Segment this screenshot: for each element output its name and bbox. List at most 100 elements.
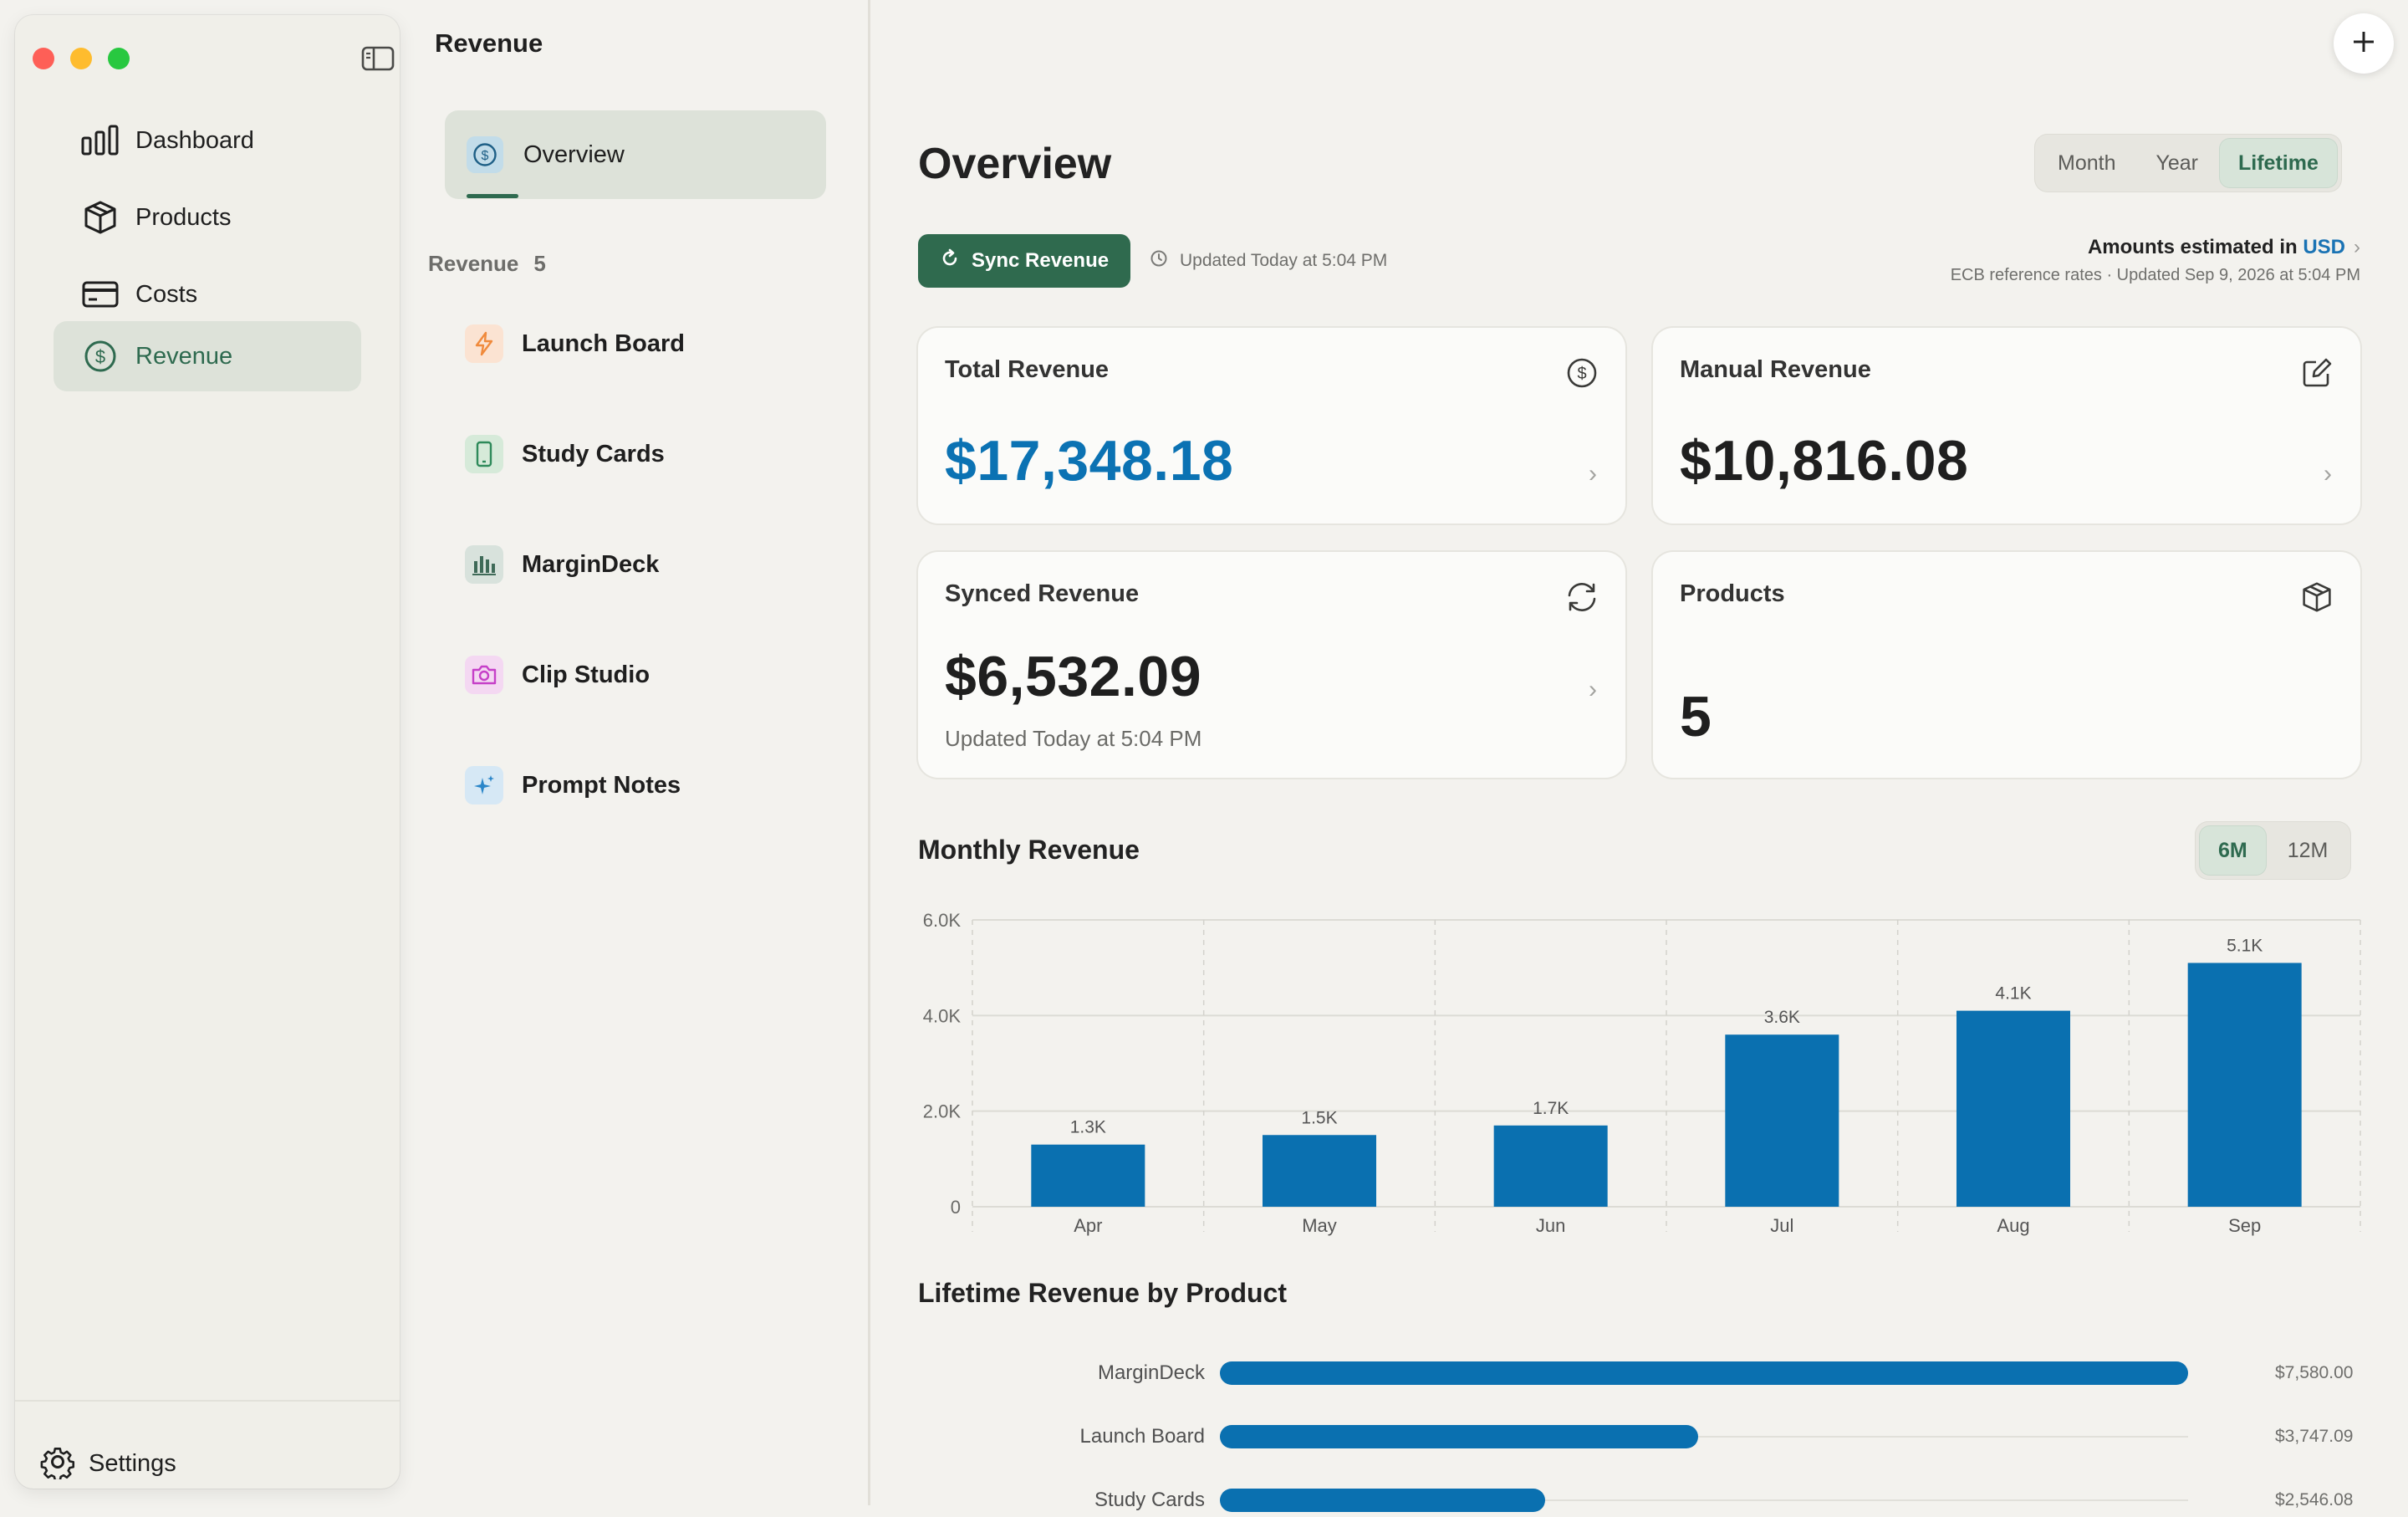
dollar-circle-icon: $ [467,136,503,173]
list-item-study-cards[interactable]: Study Cards [465,432,665,477]
list-item-prompt-notes[interactable]: Prompt Notes [465,763,681,808]
gear-icon [40,1444,75,1484]
sync-revenue-button[interactable]: Sync Revenue [918,234,1131,288]
hbar [1220,1489,1545,1512]
bar-value-label: 5.1K [2227,936,2263,955]
card-value: $17,348.18 [945,429,1234,493]
sidebar-item-products[interactable]: Products [54,182,361,253]
currency-link[interactable]: Amounts estimated in USD › [1951,236,2360,259]
bars-icon [465,545,503,584]
list-item-overview[interactable]: $ Overview [445,110,826,199]
currency-info: Amounts estimated in USD › ECB reference … [1951,236,2360,285]
settings-label: Settings [89,1449,176,1477]
sidebar-item-label: Revenue [135,342,233,370]
card-value: 5 [1680,685,1712,748]
add-button[interactable] [2334,13,2394,74]
svg-text:$: $ [1577,365,1586,383]
bar-value-label: 1.3K [1070,1118,1106,1137]
hbar-row: Launch Board $3,747.09 [870,1420,2408,1453]
card-title: Total Revenue [945,356,1110,383]
chevron-right-icon: › [2354,236,2360,258]
sidebar-item-dashboard[interactable]: Dashboard [54,105,361,176]
sidebar-item-label: Dashboard [135,126,254,154]
chevron-right-icon: › [2324,460,2332,488]
bar [1493,1125,1608,1207]
y-tick-label: 2.0K [923,1101,962,1122]
dollar-circle-icon: $ [1564,355,1600,391]
page-title: Overview [918,140,1112,188]
column-title: Revenue [435,28,543,58]
list-item-label: Launch Board [522,329,685,357]
lifetime-revenue-title: Lifetime Revenue by Product [918,1278,1287,1308]
bar [2187,963,2302,1207]
section-header: Revenue 5 [428,251,546,277]
bolt-icon [465,324,503,363]
x-tick-label: Jul [1770,1215,1793,1236]
list-item-launch-board[interactable]: Launch Board [465,321,685,366]
section-header-label: Revenue [428,251,519,276]
list-item-label: Prompt Notes [522,771,681,799]
synced-revenue-card[interactable]: Synced Revenue $6,532.09 Updated Today a… [918,552,1625,778]
chevron-right-icon: › [1589,676,1597,703]
settings-button[interactable]: Settings [40,1438,176,1489]
sync-revenue-label: Sync Revenue [972,249,1110,272]
x-tick-label: Aug [1997,1215,2029,1236]
hbar-track [1220,1499,2188,1501]
sync-icon [1564,579,1600,615]
monthly-revenue-chart: 0 2.0K 4.0K 6.0K 1.3K Apr 1.5K May 1.7K Jun 3.6K Ju… [923,910,2361,1236]
sidebar-item-label: Costs [135,280,198,308]
tab-year[interactable]: Year [2155,151,2198,175]
bar-chart-icon [80,120,120,161]
total-revenue-card[interactable]: Total Revenue $ $17,348.18 › [918,328,1625,524]
sidebar-item-label: Products [135,203,232,231]
refresh-icon [940,248,972,274]
hbar-track [1220,1436,2188,1438]
minimize-window-button[interactable] [70,48,92,69]
y-tick-label: 4.0K [923,1005,962,1026]
selection-indicator [467,194,518,198]
bar-value-label: 4.1K [1995,984,2031,1004]
box-icon [80,197,120,238]
x-tick-label: Jun [1536,1215,1565,1236]
hbar-row: Study Cards $2,546.08 [870,1484,2408,1517]
list-item-label: Clip Studio [522,661,650,688]
hbar [1220,1361,2188,1385]
dollar-circle-icon: $ [80,336,120,376]
currency-code: USD [2303,236,2345,258]
tab-12m[interactable]: 12M [2287,838,2329,862]
box-icon [2298,579,2335,615]
sidebar-item-revenue[interactable]: $ Revenue [54,321,361,391]
tab-6m[interactable]: 6M [2200,826,2266,875]
sidebar-toggle-icon[interactable] [361,45,395,72]
currency-prefix: Amounts estimated in [2087,236,2298,258]
tab-month[interactable]: Month [2058,151,2116,175]
list-item-margindeck[interactable]: MarginDeck [465,542,659,587]
y-tick-label: 6.0K [923,910,962,931]
phone-icon [465,435,503,473]
hbar [1220,1425,1699,1448]
camera-icon [465,656,503,694]
last-updated: Updated Today at 5:04 PM [1150,249,1387,273]
products-card[interactable]: Products 5 [1653,552,2360,778]
column-divider [868,0,870,1505]
sidebar-divider [15,1400,400,1402]
revenue-list-column: Revenue $ Overview Revenue 5 Launch Board… [400,0,868,1505]
manual-revenue-card[interactable]: Manual Revenue $10,816.08 › [1653,328,2360,524]
card-value: $10,816.08 [1680,429,1969,493]
hbar-row: MarginDeck $7,580.00 [870,1356,2408,1390]
x-tick-label: May [1302,1215,1337,1236]
clock-icon [1150,249,1180,273]
bar-value-label: 3.6K [1764,1008,1800,1027]
sidebar-item-costs[interactable]: Costs [54,259,361,329]
card-title: Synced Revenue [945,580,1140,607]
close-window-button[interactable] [33,48,54,69]
zoom-window-button[interactable] [108,48,130,69]
bar [1263,1135,1376,1207]
monthly-revenue-title: Monthly Revenue [918,835,1140,865]
tab-lifetime[interactable]: Lifetime [2220,139,2337,187]
edit-icon [2298,355,2335,391]
hbar-label: MarginDeck [1097,1361,1205,1384]
list-item-clip-studio[interactable]: Clip Studio [465,652,650,697]
last-updated-text: Updated Today at 5:04 PM [1180,251,1388,270]
list-item-label: Overview [523,140,625,168]
